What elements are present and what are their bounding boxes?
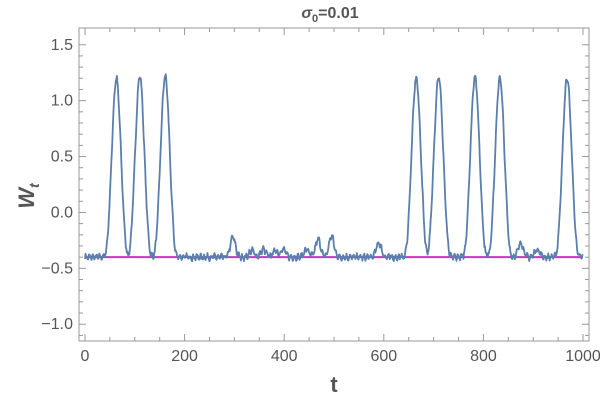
title-sub: 0: [312, 13, 318, 25]
y-tick-label: −1.0: [41, 316, 73, 333]
x-tick-label: 600: [370, 348, 397, 365]
x-tick-label: 1000: [565, 348, 600, 365]
y-tick-label: 0.0: [51, 204, 73, 221]
y-tick-label: 1.5: [51, 37, 73, 54]
y-tick-label: 1.0: [51, 93, 73, 110]
x-tick-label: 800: [470, 348, 497, 365]
title-rest: =0.01: [318, 5, 359, 22]
y-axis-label: Wt: [14, 182, 42, 209]
series-line: [84, 73, 584, 263]
x-tick-label: 400: [271, 348, 298, 365]
plot-frame: [78, 27, 590, 342]
x-axis-label: t: [330, 372, 338, 397]
x-tick-label: 200: [171, 348, 198, 365]
chart-title: σ0=0.01: [301, 5, 358, 25]
title-main: σ: [301, 5, 313, 22]
y-axis-label-sub: t: [26, 182, 42, 188]
y-axis: −1.0 −0.5 0.0 0.5 1.0 1.5: [41, 37, 589, 336]
y-tick-label: −0.5: [41, 260, 73, 277]
x-tick-label: 0: [81, 348, 90, 365]
x-axis: 0 200 400 600 800 1000: [81, 28, 600, 365]
y-axis-label-main: W: [14, 186, 39, 209]
y-tick-label: 0.5: [51, 149, 73, 166]
